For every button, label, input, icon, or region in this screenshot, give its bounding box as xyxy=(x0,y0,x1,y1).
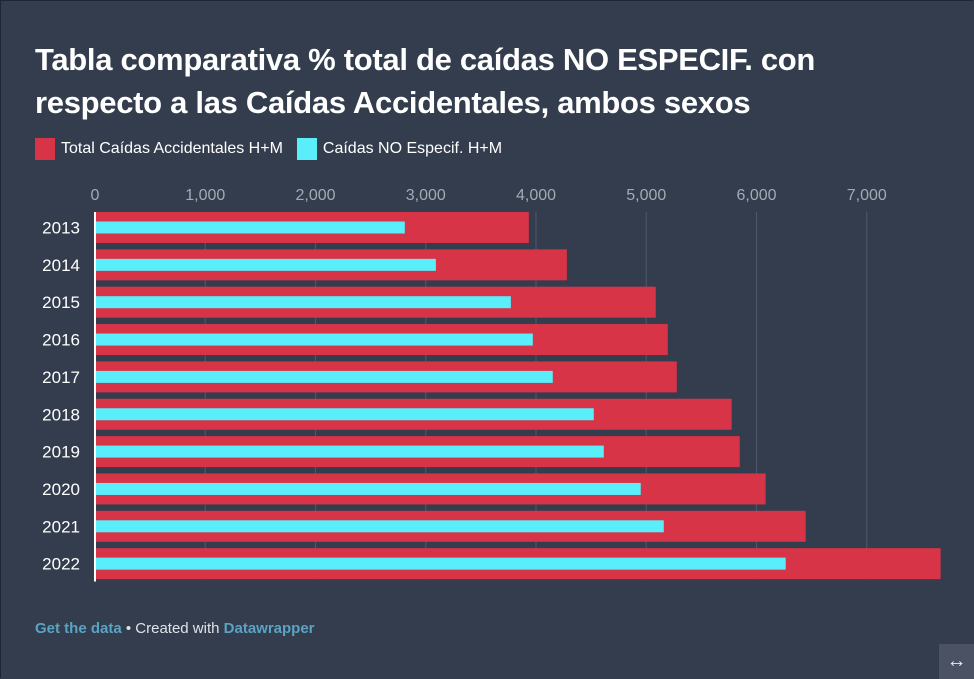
y-category-label: 2016 xyxy=(42,331,80,350)
y-category-label: 2021 xyxy=(42,517,80,536)
bar-no-especif-2021 xyxy=(95,520,664,533)
datawrapper-link[interactable]: Datawrapper xyxy=(223,620,315,637)
bar-chart: 0 1,000 2,000 3,000 4,000 5,000 6,000 7,000 2013… xyxy=(42,187,941,582)
y-category-label: 2018 xyxy=(42,405,80,424)
bar-no-especif-2013 xyxy=(95,221,405,234)
legend: Total Caídas Accidentales H+M Caídas NO … xyxy=(35,138,516,160)
y-category-label: 2022 xyxy=(42,555,80,574)
y-category-label: 2019 xyxy=(42,443,80,462)
x-tick-label: 4,000 xyxy=(516,187,556,204)
bar-no-especif-2022 xyxy=(95,557,786,570)
y-category-label: 2020 xyxy=(42,480,80,499)
x-tick-label: 6,000 xyxy=(736,187,776,204)
y-category-label: 2013 xyxy=(42,219,80,238)
y-category-label: 2014 xyxy=(42,256,80,275)
footer-separator: • Created with xyxy=(121,620,224,637)
bar-no-especif-2020 xyxy=(95,482,641,495)
bar-no-especif-2017 xyxy=(95,370,553,383)
bar-no-especif-2018 xyxy=(95,408,594,421)
legend-label-no-especif: Caídas NO Especif. H+M xyxy=(322,140,503,157)
legend-item-no-especif: Caídas NO Especif. H+M xyxy=(296,138,503,160)
legend-item-total: Total Caídas Accidentales H+M xyxy=(35,138,283,160)
resize-button[interactable]: ↔ xyxy=(939,644,974,679)
bar-no-especif-2015 xyxy=(95,296,511,309)
legend-swatch-total xyxy=(35,138,55,160)
x-tick-label: 2,000 xyxy=(295,187,335,204)
bar-no-especif-2016 xyxy=(95,333,533,346)
bar-no-especif-2019 xyxy=(95,445,604,458)
bar-no-especif-2014 xyxy=(95,258,436,271)
y-category-label: 2017 xyxy=(42,368,80,387)
x-tick-label: 7,000 xyxy=(847,187,887,204)
legend-label-total: Total Caídas Accidentales H+M xyxy=(61,140,283,157)
chart-title: Tabla comparativa % total de caídas NO E… xyxy=(35,42,816,120)
x-tick-label: 3,000 xyxy=(406,187,446,204)
x-tick-label: 0 xyxy=(91,187,100,204)
footer: Get the data • Created with Datawrapper xyxy=(35,620,315,637)
resize-icon: ↔ xyxy=(946,650,967,672)
x-tick-label: 5,000 xyxy=(626,187,666,204)
y-category-label: 2015 xyxy=(42,293,80,312)
get-the-data-link[interactable]: Get the data xyxy=(35,620,122,637)
x-tick-label: 1,000 xyxy=(185,187,225,204)
legend-swatch-no-especif xyxy=(296,138,317,160)
